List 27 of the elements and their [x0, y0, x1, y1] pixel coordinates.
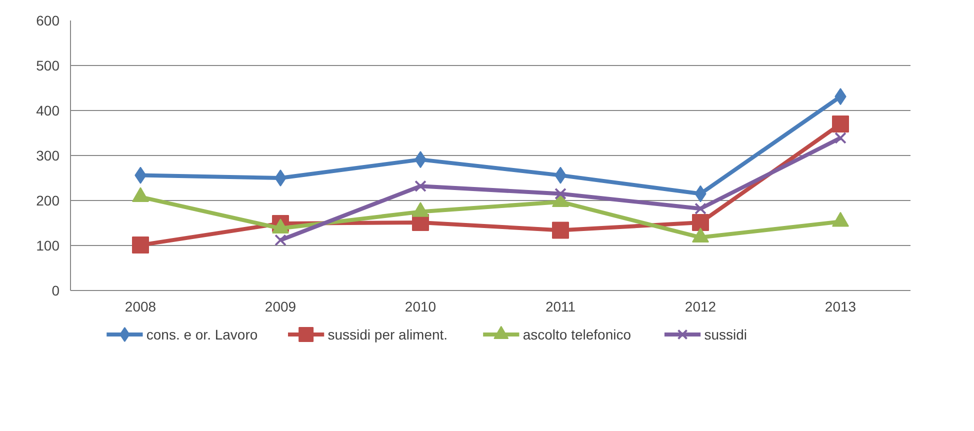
- point: [274, 170, 286, 186]
- x-tick-label: 2010: [404, 298, 436, 314]
- y-tick-label: 300: [36, 148, 60, 164]
- y-tick-label: 100: [36, 238, 60, 254]
- point: [834, 132, 846, 144]
- legend-label: sussidi: [704, 326, 747, 342]
- point: [552, 222, 569, 239]
- point: [692, 214, 709, 232]
- legend-label: sussidi per aliment.: [328, 326, 448, 342]
- x-tick-label: 2008: [124, 298, 156, 314]
- y-tick-label: 400: [36, 102, 60, 118]
- y-tick-label: 0: [52, 282, 60, 298]
- y-tick-label: 500: [36, 58, 60, 74]
- legend-label: cons. e or. Lavoro: [146, 326, 258, 342]
- legend-label: ascolto telefonico: [522, 326, 632, 342]
- x-tick-label: 2009: [264, 298, 296, 314]
- point: [414, 180, 426, 192]
- x-tick-label: 2012: [684, 298, 716, 314]
- x-tick-label: 2013: [824, 298, 856, 314]
- y-tick-label: 600: [36, 12, 60, 28]
- point: [132, 236, 149, 254]
- x-tick-label: 2011: [545, 298, 576, 314]
- y-tick-label: 200: [36, 192, 60, 208]
- point: [554, 188, 566, 200]
- point: [694, 202, 706, 215]
- point: [274, 234, 286, 246]
- point: [832, 116, 849, 132]
